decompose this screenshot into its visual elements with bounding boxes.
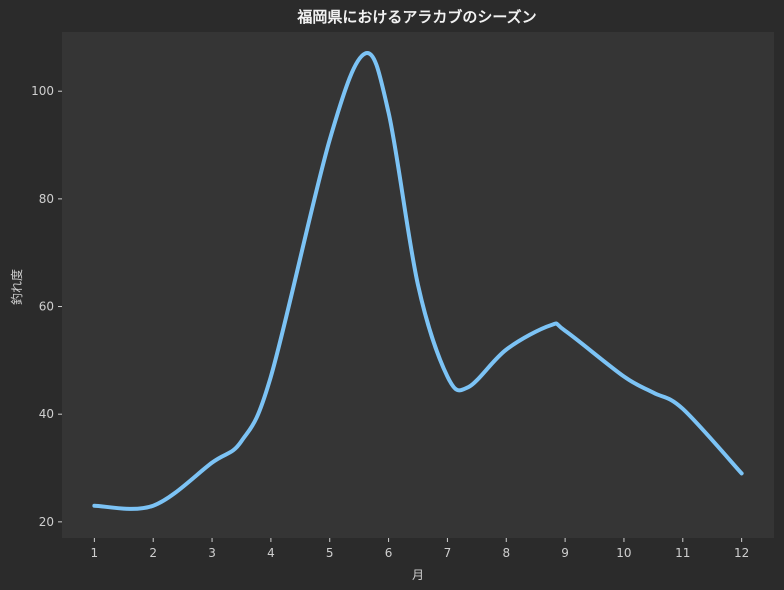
x-tick-label: 11 bbox=[675, 546, 690, 560]
x-tick-label: 6 bbox=[385, 546, 393, 560]
y-tick-label: 20 bbox=[39, 515, 54, 529]
x-tick-label: 12 bbox=[734, 546, 749, 560]
x-axis-label: 月 bbox=[412, 568, 424, 582]
y-axis-ticks: 20 40 60 80 100 bbox=[31, 84, 62, 529]
x-tick-label: 7 bbox=[444, 546, 452, 560]
x-tick-label: 10 bbox=[616, 546, 631, 560]
x-tick-label: 4 bbox=[267, 546, 275, 560]
y-tick-label: 80 bbox=[39, 192, 54, 206]
x-axis-ticks: 1 2 3 4 5 6 7 8 9 10 11 12 bbox=[91, 538, 749, 560]
y-tick-label: 40 bbox=[39, 407, 54, 421]
chart-title: 福岡県におけるアラカブのシーズン bbox=[296, 8, 536, 26]
y-axis-label: 釣れ度 bbox=[9, 269, 24, 305]
y-tick-label: 60 bbox=[39, 300, 54, 314]
series-line bbox=[92, 51, 744, 511]
x-tick-label: 1 bbox=[91, 546, 99, 560]
x-tick-label: 3 bbox=[208, 546, 216, 560]
x-tick-label: 5 bbox=[326, 546, 334, 560]
x-tick-label: 2 bbox=[149, 546, 157, 560]
x-tick-label: 8 bbox=[502, 546, 510, 560]
y-tick-label: 100 bbox=[31, 84, 54, 98]
x-tick-label: 9 bbox=[561, 546, 569, 560]
